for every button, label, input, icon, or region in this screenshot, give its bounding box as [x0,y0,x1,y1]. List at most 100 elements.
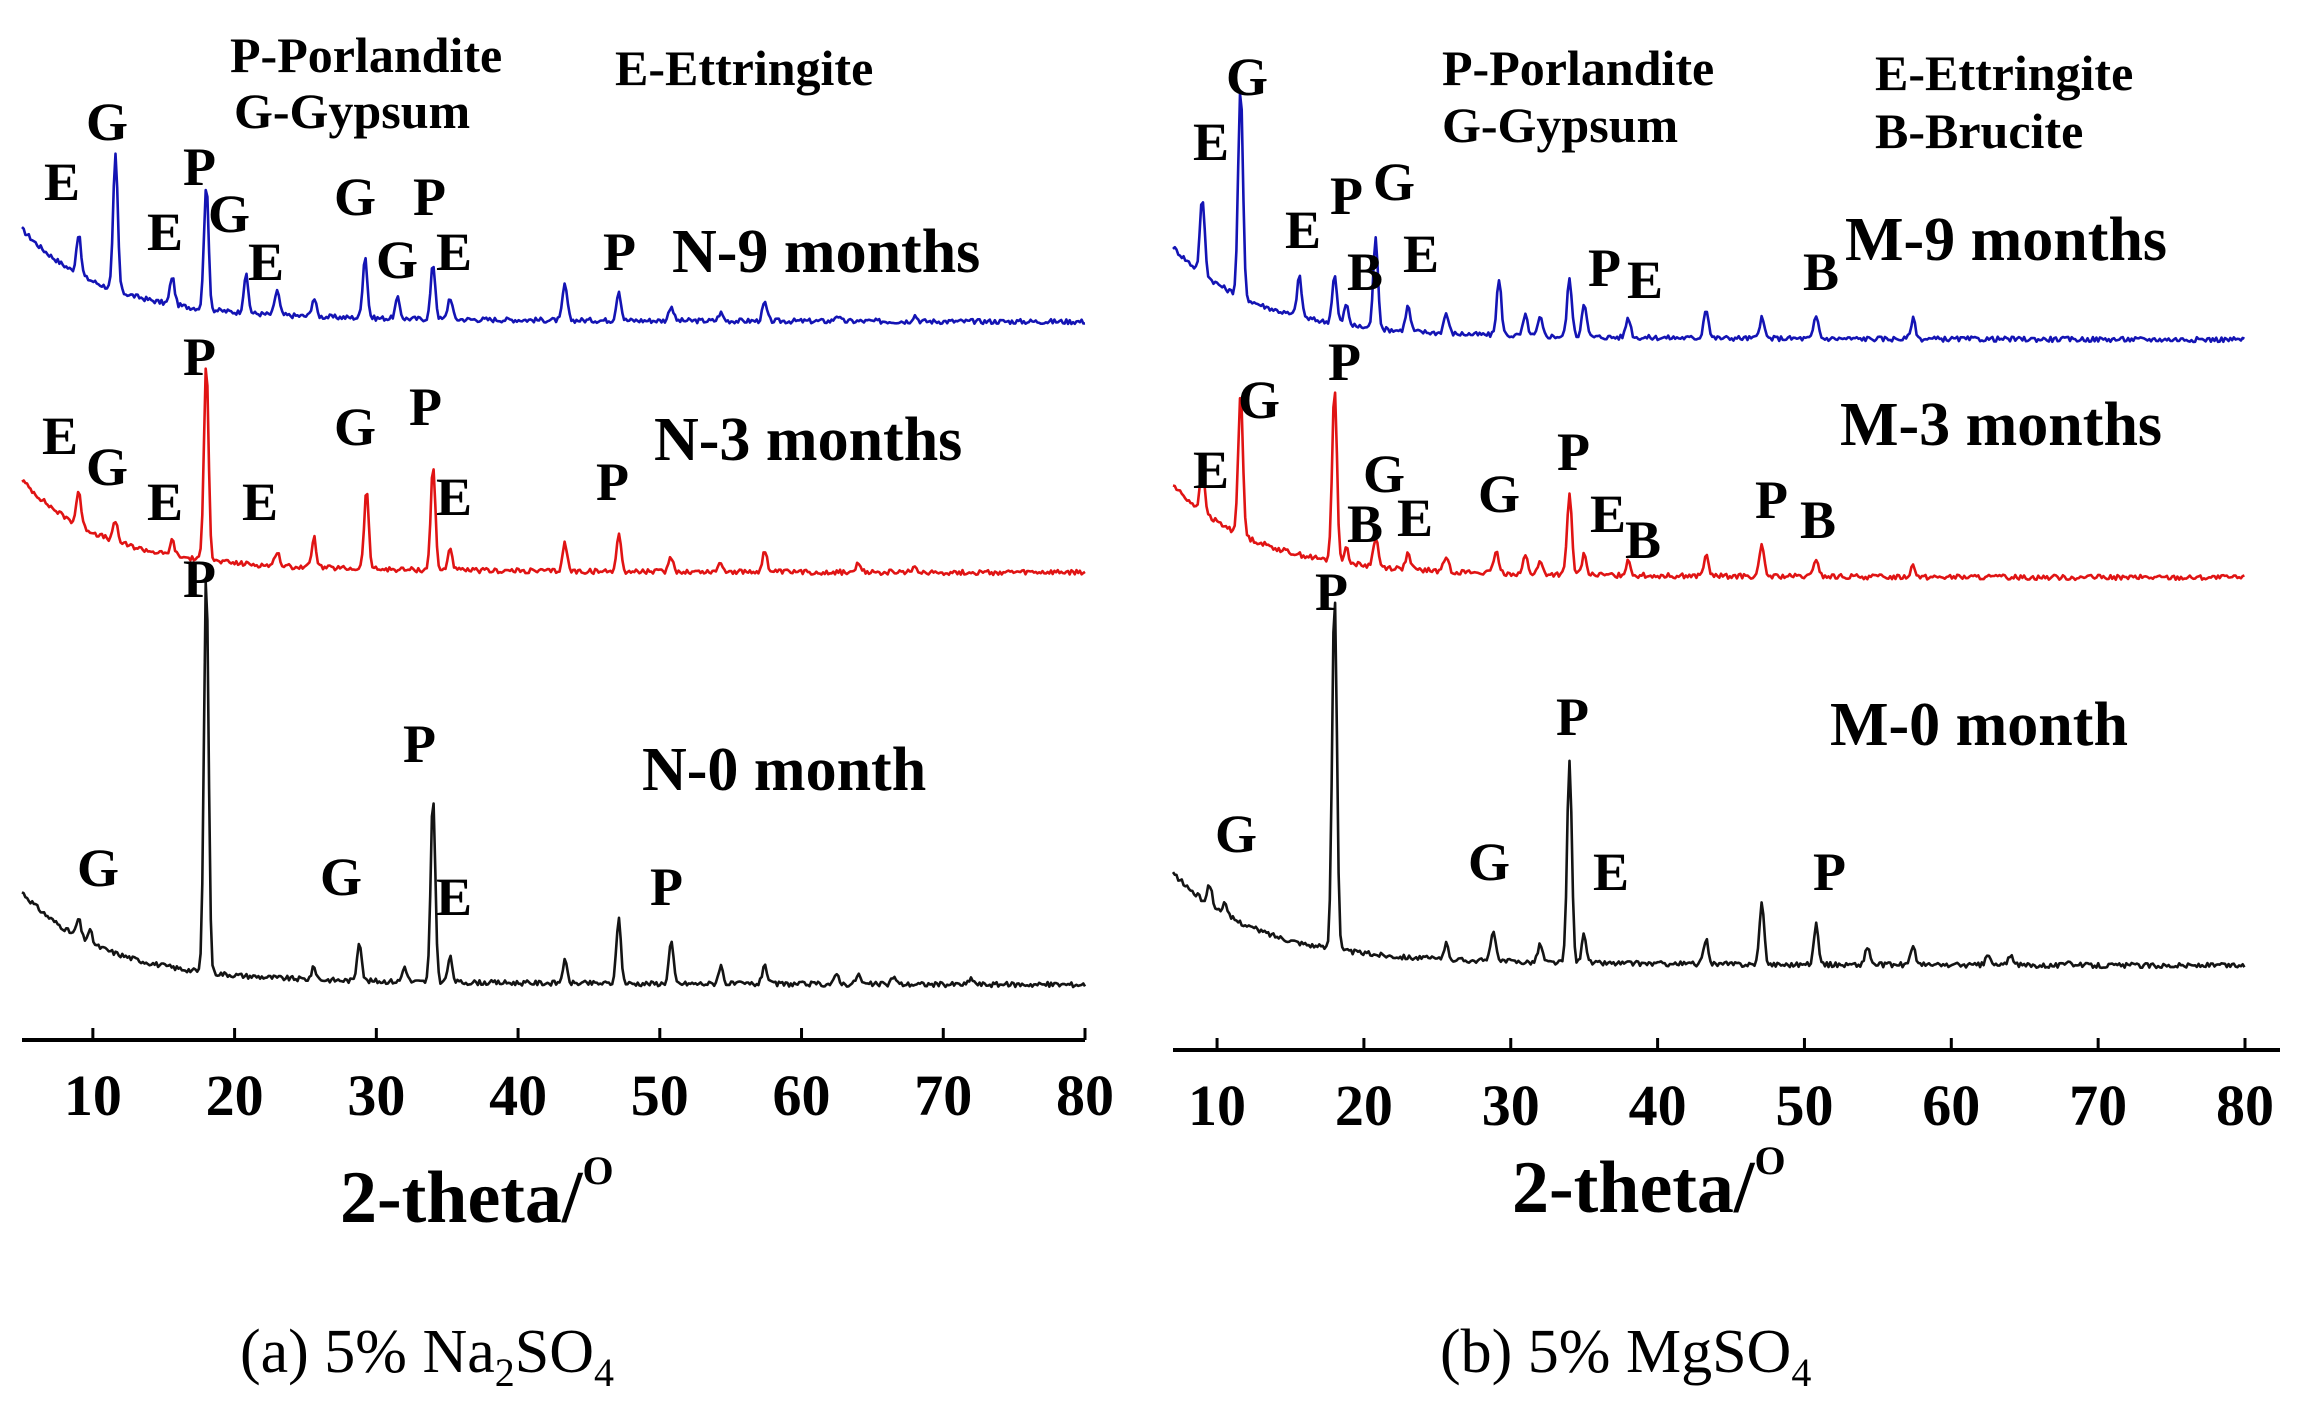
peak-label: P [1557,422,1590,482]
series-line-b-0m [1171,601,2246,970]
panel-a-na2so4: 10 20 30 40 50 60 70 80 E G E P G E G G P E P E… [21,27,1114,1395]
peak-label: E [242,472,278,532]
peak-label: P [1330,166,1363,226]
peak-labels-a-9m: E G E P G E G G P E P [44,92,636,292]
series-label-m-3: M-3 months [1840,391,2162,459]
x-tick-label: 60 [1922,1073,1980,1138]
x-axis-title-b: 2-theta/O [1512,1138,1786,1229]
x-axis-title-a: 2-theta/O [340,1148,614,1239]
peak-label: E [44,152,80,212]
series-line-a-3m [21,367,1086,577]
peak-label: G [1238,370,1280,430]
peak-label: G [208,184,250,244]
peak-label: P [603,222,636,282]
peak-label: E [1627,250,1663,310]
peak-label: E [147,472,183,532]
peak-label: E [42,406,78,466]
legend-gypsum-a: G-Gypsum [234,83,470,139]
peak-labels-b-9m: E G E P B G E P E B [1193,47,1839,310]
peak-label: B [1803,242,1839,302]
peak-label: G [86,92,128,152]
peak-labels-b-3m: E G P B G E G P E B P B [1193,332,1836,570]
peak-label: E [436,467,472,527]
peak-label: E [1590,484,1626,544]
x-tick-label: 50 [631,1063,689,1128]
peak-label: G [1468,832,1510,892]
peak-labels-a-0m: G P G P E P [77,549,683,927]
peak-label: P [183,327,216,387]
caption-b: (b) 5% MgSO4 [1440,1318,1811,1395]
series-curves-a [21,152,1087,989]
legend-gypsum-b: G-Gypsum [1442,97,1678,153]
peak-label: P [1315,562,1348,622]
peak-label: B [1347,494,1383,554]
peak-label: P [1588,238,1621,298]
x-tick-label: 70 [2069,1073,2127,1138]
peak-label: E [1193,112,1229,172]
series-label-n-3: N-3 months [654,406,962,474]
caption-a: (a) 5% Na2SO4 [240,1318,614,1395]
peak-label: G [1363,444,1405,504]
peak-label: G [376,230,418,290]
x-tick-label: 40 [489,1063,547,1128]
peak-label: E [1397,488,1433,548]
peak-label: P [1755,470,1788,530]
peak-label: E [147,202,183,262]
x-tick-label: 30 [347,1063,405,1128]
x-tick-label: 60 [773,1063,831,1128]
peak-label: E [1403,224,1439,284]
x-tick-label: 50 [1775,1073,1833,1138]
peak-label: P [650,857,683,917]
legend-brucite-b: B-Brucite [1875,103,2083,159]
peak-label: G [1373,152,1415,212]
peak-label: P [596,452,629,512]
series-line-b-9m [1172,92,2245,344]
peak-label: P [1813,842,1846,902]
peak-label: E [1593,842,1629,902]
series-label-m-0: M-0 month [1830,691,2128,759]
peak-label: P [409,377,442,437]
series-label-n-9: N-9 months [672,218,980,286]
peak-label: E [436,222,472,282]
peak-label: E [248,232,284,292]
series-line-b-3m [1172,391,2245,582]
peak-label: P [1328,332,1361,392]
legend-porlandite-a: P-Porlandite [230,27,502,83]
peak-label: G [86,437,128,497]
legend-porlandite-b: P-Porlandite [1442,40,1714,96]
peak-label: G [77,838,119,898]
x-ticks-a: 10 20 30 40 50 60 70 80 [64,1028,1114,1128]
peak-label: G [334,397,376,457]
legend-ettringite-a: E-Ettringite [615,40,873,96]
peak-label: G [334,167,376,227]
peak-label: P [183,137,216,197]
legend-ettringite-b: E-Ettringite [1875,45,2133,101]
x-tick-label: 70 [914,1063,972,1128]
x-tick-label: 10 [64,1063,122,1128]
peak-label: P [183,549,216,609]
peak-labels-b-0m: G P G P E P [1215,562,1846,902]
x-tick-label: 10 [1188,1073,1246,1138]
x-tick-label: 80 [1056,1063,1114,1128]
peak-label: P [1556,687,1589,747]
series-line-a-9m [21,152,1086,326]
peak-label: P [403,714,436,774]
peak-labels-a-3m: E G E P E G P E P [42,327,629,532]
x-tick-label: 80 [2216,1073,2274,1138]
peak-label: G [1478,464,1520,524]
x-tick-label: 20 [206,1063,264,1128]
peak-label: E [1285,200,1321,260]
peak-label: B [1625,510,1661,570]
peak-label: G [1226,47,1268,107]
peak-label: E [436,867,472,927]
panel-b-mgso4: 10 20 30 40 50 60 70 80 E G E P B G E P E B E G… [1171,40,2280,1395]
peak-label: B [1800,490,1836,550]
series-label-m-9: M-9 months [1845,206,2167,274]
x-tick-label: 30 [1482,1073,1540,1138]
series-curves-b [1171,92,2246,970]
peak-label: E [1193,440,1229,500]
peak-label: G [320,847,362,907]
peak-label: G [1215,804,1257,864]
x-ticks-b: 10 20 30 40 50 60 70 80 [1188,1038,2274,1138]
